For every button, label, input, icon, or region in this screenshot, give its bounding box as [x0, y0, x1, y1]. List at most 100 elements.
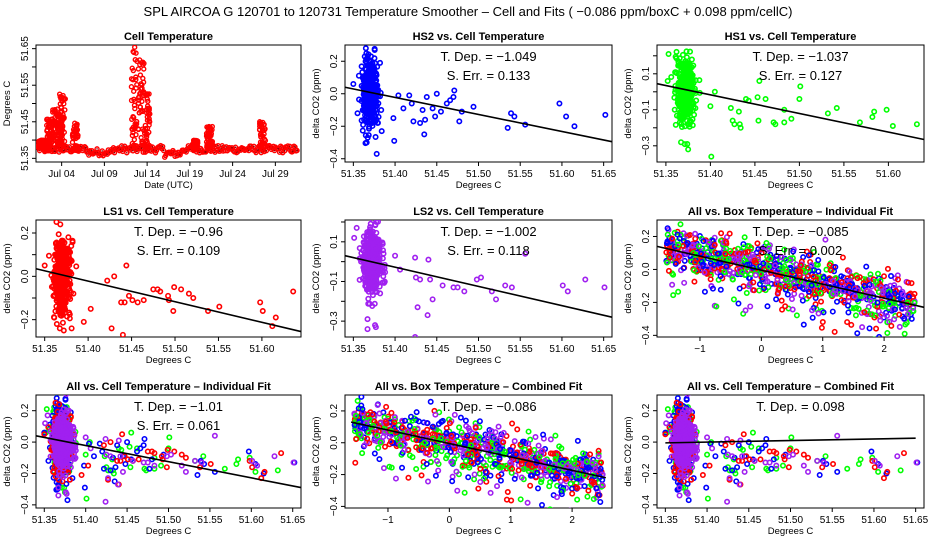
panel-title: HS1 vs. Cell Temperature — [725, 31, 857, 43]
outlier-point — [764, 303, 771, 310]
data-point — [372, 221, 379, 228]
data-point — [700, 238, 707, 245]
outlier-point — [437, 108, 444, 115]
outlier-point — [422, 116, 429, 123]
data-point — [839, 254, 846, 261]
panel-title: All vs. Cell Temperature – Individual Fi… — [66, 381, 271, 393]
outlier-point — [429, 296, 436, 303]
data-point — [676, 89, 683, 96]
y-axis-label: delta CO2 (ppm) — [2, 416, 13, 486]
outlier-point — [793, 312, 800, 319]
outlier-point — [902, 321, 909, 328]
data-point — [664, 239, 671, 246]
data-point — [366, 102, 373, 109]
outlier-point — [421, 131, 428, 138]
outlier-point — [559, 282, 566, 289]
data-point — [765, 245, 772, 252]
outlier-point — [406, 92, 413, 99]
data-point — [131, 136, 138, 143]
outlier-point — [755, 117, 762, 124]
data-point — [129, 126, 135, 132]
data-point — [663, 259, 670, 266]
data-point — [133, 74, 139, 80]
x-tick-label: 51.55 — [831, 169, 856, 180]
data-point — [190, 137, 197, 144]
data-point-core — [248, 149, 250, 152]
data-point — [683, 117, 690, 124]
outlier-point — [412, 334, 419, 337]
outlier-point — [781, 119, 788, 126]
outlier-point — [362, 45, 369, 52]
plot-frame — [656, 44, 925, 163]
data-point — [366, 226, 373, 233]
data-point — [53, 262, 60, 269]
data-point — [783, 257, 790, 264]
x-tick-label: 51.45 — [119, 344, 144, 355]
y-tick-label: 51.65 — [20, 36, 31, 61]
data-point — [781, 246, 788, 253]
y-tick-label: 0.2 — [20, 226, 31, 240]
outlier-point — [178, 286, 185, 293]
data-point — [760, 260, 767, 267]
data-point-core — [234, 146, 237, 149]
data-point — [805, 288, 812, 295]
data-point — [375, 86, 382, 93]
outlier-point — [121, 299, 128, 306]
data-point — [62, 395, 69, 402]
outlier-point — [601, 284, 608, 291]
data-point-core — [283, 149, 286, 152]
data-point — [370, 280, 377, 287]
outlier-point — [701, 269, 708, 276]
data-point — [884, 330, 891, 337]
x-tick-label: 51.45 — [742, 169, 767, 180]
data-points — [41, 220, 297, 337]
outlier-point — [556, 100, 563, 107]
data-point — [720, 239, 727, 246]
outlier-point — [815, 310, 822, 317]
data-point — [776, 285, 783, 292]
data-point — [692, 230, 699, 237]
data-point — [675, 241, 682, 248]
data-point — [360, 233, 367, 240]
outlier-point — [691, 278, 698, 285]
temp-dependence-label: T. Dep. = −0.96 — [134, 224, 223, 239]
outlier-point — [582, 276, 589, 283]
x-tick-label: 51.35 — [32, 515, 57, 526]
data-point — [367, 261, 374, 268]
data-point — [687, 48, 694, 55]
data-point — [235, 456, 242, 463]
outlier-point — [108, 325, 115, 332]
x-tick-label: 51.45 — [424, 344, 449, 355]
data-point — [376, 283, 383, 290]
data-point — [138, 108, 144, 115]
data-point — [56, 258, 63, 265]
outlier-point — [364, 326, 371, 333]
data-point — [804, 272, 811, 279]
data-point — [817, 290, 824, 297]
outlier-point — [788, 115, 795, 122]
data-point — [368, 62, 375, 69]
panel-7: All vs. Cell Temperature – Individual Fi… — [2, 381, 306, 537]
outlier-point — [427, 276, 434, 283]
data-point — [131, 49, 137, 56]
data-point — [368, 82, 375, 89]
data-point — [145, 98, 151, 104]
data-point — [772, 262, 779, 269]
data-point — [829, 308, 836, 315]
data-point — [66, 311, 73, 318]
data-point — [55, 255, 62, 262]
x-tick-label: 51.40 — [76, 344, 101, 355]
y-tick-label: −0.4 — [329, 148, 340, 168]
data-point — [679, 242, 686, 249]
outlier-point — [123, 262, 130, 269]
y-tick-label: 51.45 — [20, 109, 31, 134]
data-point — [830, 278, 837, 285]
y-axis-label: delta CO2 (ppm) — [311, 68, 322, 138]
data-point — [131, 102, 138, 108]
data-point — [752, 272, 759, 279]
y-tick-label: 0.0 — [329, 86, 340, 100]
x-tick-label: Jul 09 — [91, 169, 118, 180]
data-point — [818, 298, 825, 305]
data-point — [739, 269, 746, 276]
